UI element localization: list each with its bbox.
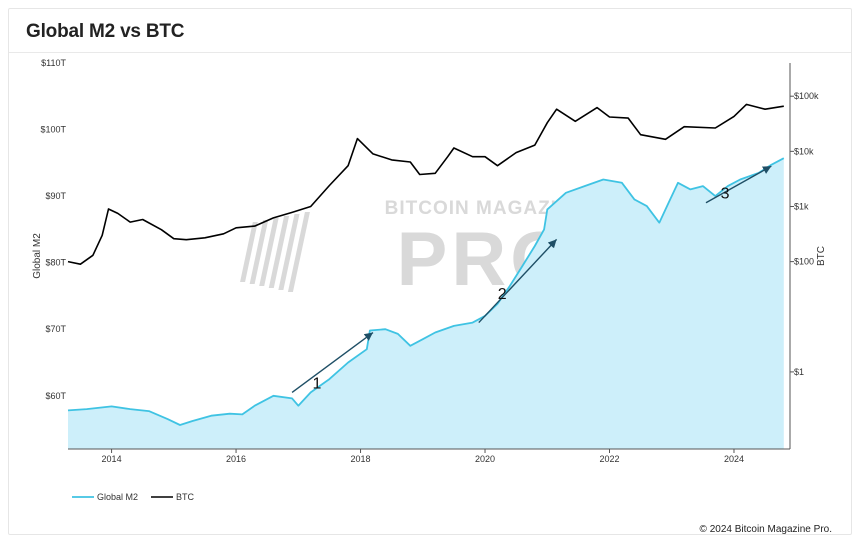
y-right-axis-label: BTC: [816, 246, 827, 266]
copyright-text: © 2024 Bitcoin Magazine Pro.: [699, 524, 832, 535]
legend-m2-label: Global M2: [97, 492, 138, 502]
trend-arrow: [291, 331, 374, 393]
x-tick-label: 2020: [475, 454, 495, 464]
y-left-tick-label: $90T: [45, 191, 66, 201]
x-tick-label: 2024: [724, 454, 744, 464]
trend-arrow-label: 1: [313, 375, 322, 392]
watermark-bar: [268, 216, 290, 288]
y-left-axis-label: Global M2: [32, 233, 43, 279]
y-left-tick-label: $80T: [45, 258, 66, 268]
y-left-tick-label: $110T: [41, 58, 66, 68]
y-right-tick-label: $100: [794, 257, 814, 267]
y-right-tick-label: $10k: [794, 146, 814, 156]
trend-arrow: [705, 165, 772, 204]
global-m2-line: [67, 157, 785, 426]
trend-arrow-label: 3: [721, 185, 730, 202]
watermark-bar: [240, 222, 258, 282]
watermark-bar: [278, 214, 300, 290]
trend-arrow-label: 2: [498, 286, 507, 303]
x-tick-label: 2022: [599, 454, 619, 464]
x-tick-label: 2014: [102, 454, 122, 464]
legend-btc-label: BTC: [176, 492, 195, 502]
y-right-tick-label: $1k: [794, 201, 809, 211]
watermark-bar: [287, 212, 310, 292]
trend-arrow: [478, 238, 558, 324]
watermark-bar: [249, 220, 269, 284]
y-left-tick-label: $70T: [45, 324, 66, 334]
watermark-top-text: BITCOIN MAGAZINE: [385, 198, 586, 219]
y-right-tick-label: $100k: [794, 91, 819, 101]
legend: Global M2 BTC: [72, 492, 195, 502]
chart-title: Global M2 vs BTC: [26, 21, 185, 42]
y-right-tick-label: $1: [794, 367, 804, 377]
x-tick-label: 2016: [226, 454, 246, 464]
x-tick-label: 2018: [351, 454, 371, 464]
btc-line: [67, 103, 784, 265]
y-left-tick-label: $100T: [40, 125, 66, 135]
chart-header: Global M2 vs BTC: [9, 9, 851, 53]
y-left-tick-label: $60T: [45, 391, 66, 401]
global-m2-area: [68, 158, 784, 449]
watermark-bar: [259, 218, 279, 286]
